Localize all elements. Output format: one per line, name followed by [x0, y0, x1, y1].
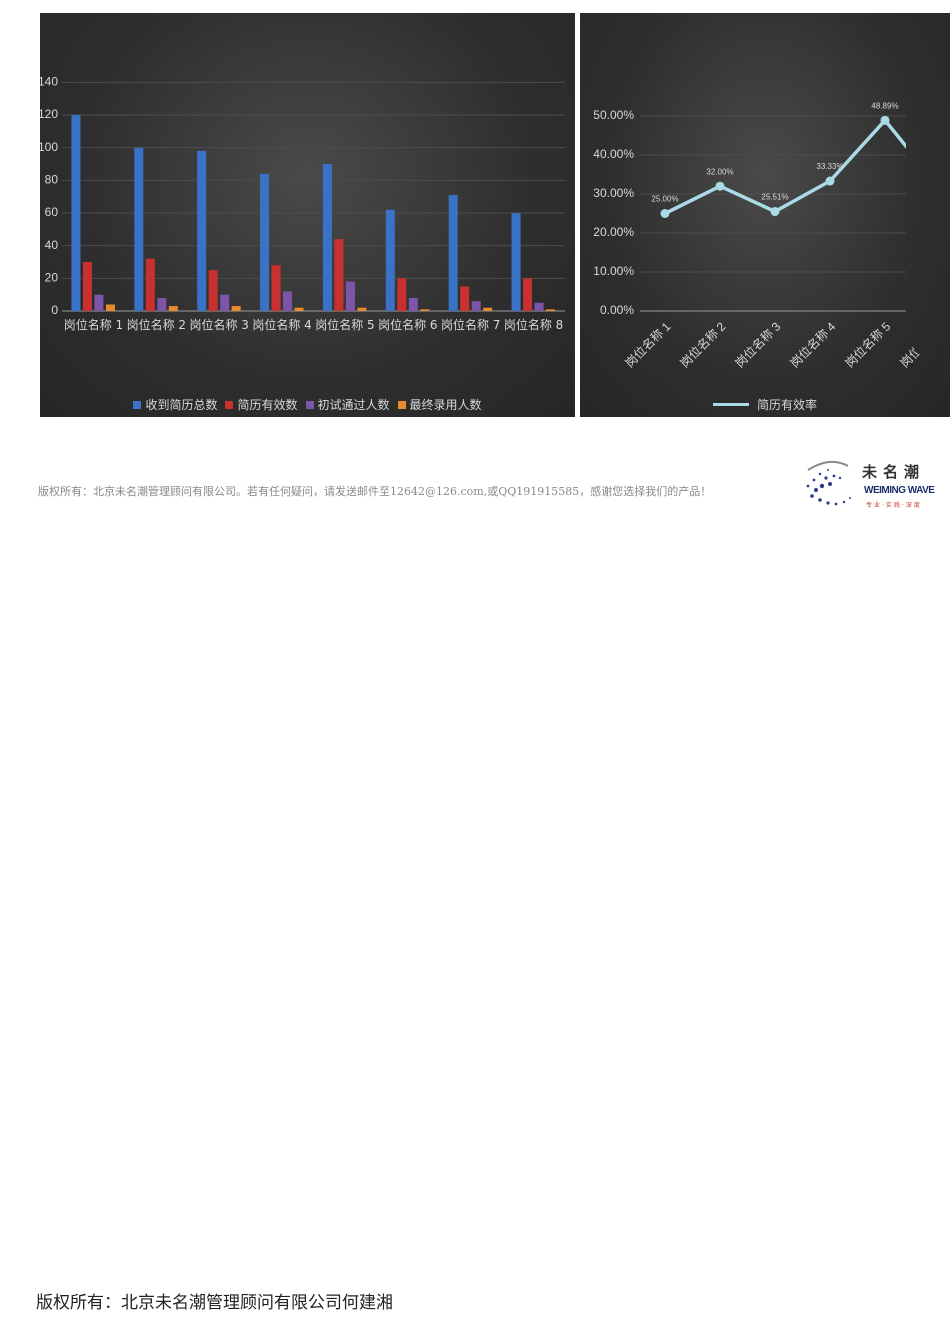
bar — [208, 270, 218, 311]
chart: 0.00% 10.00% 20.00% 30.00% 40.00% 50.00% 岗位名称 … — [593, 101, 949, 371]
legend-swatch — [225, 401, 234, 409]
bar — [94, 294, 104, 311]
bar — [271, 265, 281, 311]
bar — [448, 195, 458, 311]
bar — [408, 297, 418, 311]
bar — [460, 286, 470, 311]
x-tick-label: 岗位名称 6 — [897, 319, 949, 371]
y-tick-label: 20 — [45, 271, 59, 285]
bar-chart-panel: 0 20 40 60 80 100 120 140 岗位名称 1 岗位名称 2 岗位名称 3 岗位名称… — [40, 13, 575, 417]
x-tick-label: 岗位名称 2 — [677, 319, 729, 371]
y-tick-label: 0 — [51, 303, 58, 317]
legend-swatch — [305, 401, 314, 409]
bar — [546, 309, 556, 311]
chart: 0 20 40 60 80 100 120 140 — [40, 75, 565, 317]
data-label: 32.00% — [706, 167, 733, 176]
y-tick-label: 60 — [45, 205, 59, 219]
legend-label: 初试通过人数 — [317, 398, 390, 412]
data-label: 33.33% — [816, 162, 843, 171]
point — [770, 207, 780, 217]
x-tick-label: 岗位名称 2 — [126, 318, 187, 332]
bar — [231, 306, 241, 311]
x-tick-label: 岗位名称 8 — [503, 318, 564, 332]
bar — [260, 173, 270, 311]
bar — [145, 258, 155, 311]
legend-label: 简历有效数 — [237, 398, 298, 412]
legend-item: 简历有效数 — [225, 396, 298, 413]
x-tick-label: 岗位名称 5 — [315, 318, 375, 332]
bar — [511, 213, 521, 311]
point — [825, 176, 835, 186]
legend-swatch — [712, 403, 749, 406]
legend-label: 简历有效率 — [756, 398, 817, 412]
bar — [534, 302, 544, 311]
legend-swatch — [133, 401, 142, 409]
bar — [105, 304, 115, 311]
y-tick-label: 140 — [40, 75, 58, 89]
logo-cn: 未名潮 — [862, 463, 926, 481]
bar — [220, 294, 230, 311]
legend-item: 收到简历总数 — [133, 396, 217, 413]
x-tick-label: 岗位名称 1 — [63, 318, 124, 332]
bar — [71, 115, 81, 311]
bar — [283, 291, 293, 311]
bar — [420, 309, 430, 311]
point — [660, 209, 670, 218]
x-tick-label: 岗位名称 3 — [189, 318, 249, 332]
x-tick-label: 岗位名称 5 — [842, 319, 894, 371]
bar — [357, 307, 367, 311]
legend-label: 收到简历总数 — [145, 398, 218, 412]
bar — [294, 307, 304, 311]
y-tick-label: 30.00% — [593, 186, 634, 200]
x-tick-label: 岗位名称 6 — [378, 318, 438, 332]
x-tick-label: 岗位名称 7 — [440, 318, 501, 332]
legend-item: 最终录用人数 — [397, 396, 482, 413]
bar — [168, 306, 178, 311]
bar — [397, 278, 407, 311]
x-tick-label: 岗位名称 4 — [787, 319, 839, 371]
logo-tagline: 专业·实践·深度 — [866, 502, 922, 509]
legend-item: 初试通过人数 — [305, 396, 390, 413]
x-tick-label: 岗位名称 1 — [622, 319, 674, 371]
bar — [385, 209, 395, 311]
y-tick-label: 10.00% — [593, 264, 634, 278]
data-label: 48.89% — [871, 101, 898, 110]
y-tick-label: 50.00% — [593, 108, 634, 122]
bar — [483, 307, 493, 311]
legend-label: 最终录用人数 — [409, 398, 482, 412]
data-label: 25.51% — [761, 193, 788, 202]
footer-notice: 版权所有：北京未名潮管理顾问有限公司。若有任何疑问，请发送邮件至12642@12… — [38, 485, 712, 498]
y-tick-label: 100 — [40, 140, 58, 154]
logo-en: WEIMING WAVE — [864, 485, 935, 496]
bar — [157, 297, 167, 311]
bar — [523, 278, 533, 311]
point — [936, 184, 945, 193]
y-tick-label: 40.00% — [593, 147, 634, 161]
bar — [334, 239, 344, 311]
bar — [134, 147, 144, 311]
logo-mark — [806, 460, 851, 506]
x-tick-label: 岗位名称 4 — [252, 318, 312, 332]
x-tick-label: 岗位名称 3 — [732, 319, 784, 371]
legend: 简历有效率 — [580, 396, 950, 413]
bar — [82, 262, 92, 311]
line — [664, 117, 906, 216]
footer-copyright: 版权所有：北京未名潮管理顾问有限公司何建湘 — [36, 1293, 393, 1313]
legend: 收到简历总数 简历有效数 初试通过人数 最终录用人数 — [40, 396, 575, 413]
data-label: 25.00% — [651, 195, 678, 204]
point — [715, 181, 725, 191]
y-tick-label: 120 — [40, 107, 58, 121]
y-tick-label: 20.00% — [593, 225, 634, 239]
bar — [345, 281, 355, 311]
y-tick-label: 40 — [45, 238, 59, 252]
bar — [471, 301, 481, 311]
bar — [197, 150, 207, 311]
y-tick-label: 80 — [45, 173, 59, 187]
point — [880, 115, 890, 125]
line-chart-panel: 0.00% 10.00% 20.00% 30.00% 40.00% 50.00% 岗位名称 … — [580, 13, 950, 417]
bar — [322, 164, 332, 311]
y-tick-label: 0.00% — [600, 303, 634, 317]
legend-swatch — [397, 401, 406, 409]
